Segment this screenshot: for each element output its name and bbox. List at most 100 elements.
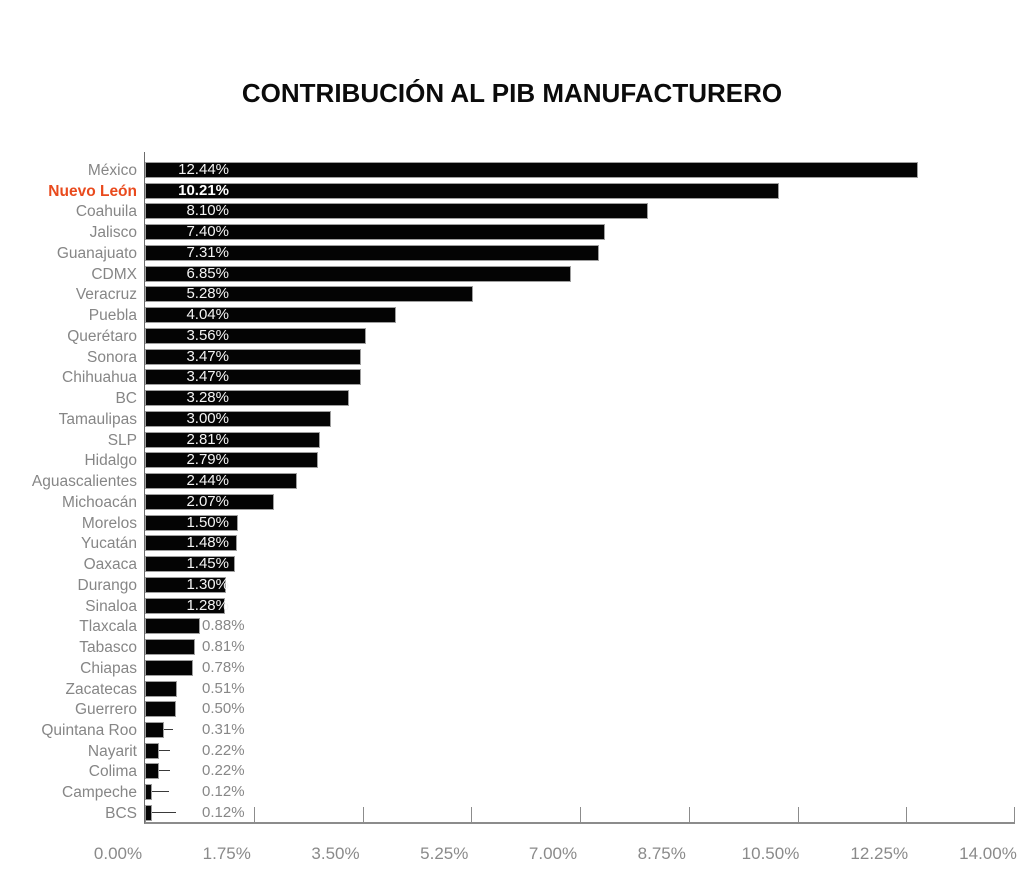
bar-row: Aguascalientes 2.44% xyxy=(32,472,1015,490)
value-label: 0.12% xyxy=(202,783,245,801)
x-axis-tick xyxy=(362,807,364,822)
bar-row: Colima 0.22% xyxy=(89,762,1015,781)
bar xyxy=(145,390,349,407)
x-axis-tick xyxy=(797,807,799,822)
bar xyxy=(145,452,319,469)
bar xyxy=(145,473,297,490)
x-tick-label: 7.00% xyxy=(528,844,578,863)
bar xyxy=(145,348,361,365)
bar xyxy=(145,576,226,593)
x-axis-tick xyxy=(906,807,908,822)
bar xyxy=(145,721,165,738)
value-label: 10.21% xyxy=(178,181,229,199)
value-label: 2.79% xyxy=(186,451,229,469)
bar-row: Jalisco 7.40% xyxy=(90,224,1015,241)
bar xyxy=(145,701,177,718)
value-label: 3.00% xyxy=(186,409,229,427)
x-axis-tick xyxy=(145,807,146,822)
value-label: 0.22% xyxy=(202,762,245,780)
x-tick-label: 3.50% xyxy=(311,844,360,863)
bar xyxy=(145,265,571,282)
bar xyxy=(145,244,600,261)
bar-row: Chiapas 0.78% xyxy=(80,658,1015,677)
bar-row: Tamaulipas 3.00% xyxy=(59,409,1015,428)
category-label: Tamaulipas xyxy=(58,410,137,428)
value-label: 0.88% xyxy=(202,617,245,635)
category-label: Yucatán xyxy=(80,535,137,553)
bar-row: Puebla 4.04% xyxy=(89,307,1015,324)
category-label: Colima xyxy=(88,763,137,781)
x-tick-label: 12.25% xyxy=(850,844,909,863)
bar-row: Veracruz 5.28% xyxy=(76,286,1015,303)
x-tick-label: 8.75% xyxy=(637,844,686,863)
value-label: 3.56% xyxy=(186,326,229,344)
bar-row: Durango 1.30% xyxy=(78,576,1015,594)
value-label: 6.85% xyxy=(186,264,229,282)
bar-row: México 12.44% xyxy=(88,162,1015,179)
x-axis-tick xyxy=(253,807,255,822)
bar xyxy=(145,224,605,241)
value-label: 2.07% xyxy=(186,492,229,510)
x-tick-label: 0.00% xyxy=(93,844,143,863)
x-tick-label: 1.75% xyxy=(202,844,251,863)
bar xyxy=(145,369,361,386)
bar xyxy=(145,680,177,697)
chart-title: CONTRIBUCIÓN AL PIB MANUFACTURERO xyxy=(241,78,783,108)
x-tick-label: 14.00% xyxy=(959,844,1017,863)
category-label: Tlaxcala xyxy=(79,618,137,636)
category-label: Veracruz xyxy=(75,286,137,304)
value-label: 8.10% xyxy=(186,202,229,220)
error-whisker xyxy=(152,811,177,813)
category-label: Querétaro xyxy=(67,327,137,345)
x-axis-tick xyxy=(688,807,690,822)
category-label: Zacatecas xyxy=(65,680,137,698)
category-label: BCS xyxy=(105,804,137,822)
bar xyxy=(145,535,237,552)
bar xyxy=(145,742,159,759)
category-label: Chihuahua xyxy=(62,369,137,387)
bar-row: Morelos 1.50% xyxy=(82,514,1015,532)
bar-row: Oaxaca 1.45% xyxy=(84,555,1015,573)
bar-row: SLP 2.81% xyxy=(108,430,1015,449)
bar-row: Nuevo León 10.21% xyxy=(48,181,1015,200)
plot-area: México 12.44% Nuevo León 10.21% Coahuila 8.10… xyxy=(32,152,1015,824)
value-label: 3.47% xyxy=(186,347,229,365)
bar-row: Sonora 3.47% xyxy=(87,347,1015,366)
category-label: Aguascalientes xyxy=(31,473,137,491)
category-label: Michoacán xyxy=(62,493,137,511)
value-label: 1.28% xyxy=(186,596,229,614)
category-label: Tabasco xyxy=(79,639,137,657)
category-label: Guerrero xyxy=(74,701,137,719)
category-label: BC xyxy=(115,390,137,408)
value-label: 0.50% xyxy=(202,700,245,718)
bar xyxy=(145,763,159,780)
bar-row: BCS 0.12% xyxy=(105,804,1015,822)
bar xyxy=(145,286,474,303)
bar xyxy=(145,327,367,344)
value-label: 2.44% xyxy=(186,472,229,490)
bar xyxy=(145,431,320,448)
value-label: 1.45% xyxy=(186,555,229,573)
error-whisker xyxy=(164,728,173,730)
value-label: 0.22% xyxy=(202,741,245,759)
value-label: 0.78% xyxy=(202,658,245,676)
bar-row: Michoacán 2.07% xyxy=(62,492,1015,511)
bar xyxy=(145,182,780,199)
error-whisker xyxy=(158,749,170,751)
bar xyxy=(145,410,332,427)
bar xyxy=(145,597,225,614)
category-label: Jalisco xyxy=(89,224,137,242)
bar-row: Guerrero 0.50% xyxy=(75,700,1015,719)
category-label: CDMX xyxy=(91,265,137,283)
bar xyxy=(145,784,153,801)
bar-row: Nayarit 0.22% xyxy=(88,741,1015,760)
bar xyxy=(145,639,196,656)
x-tick-label: 10.50% xyxy=(741,844,800,863)
bar-row: Chihuahua 3.47% xyxy=(62,369,1015,386)
bar-row: Zacatecas 0.51% xyxy=(65,680,1015,698)
bar-row: Hidalgo 2.79% xyxy=(84,451,1015,469)
value-label: 2.81% xyxy=(186,430,229,448)
x-axis-tick xyxy=(1014,807,1015,822)
bar xyxy=(145,659,194,676)
value-label: 0.31% xyxy=(202,720,245,738)
